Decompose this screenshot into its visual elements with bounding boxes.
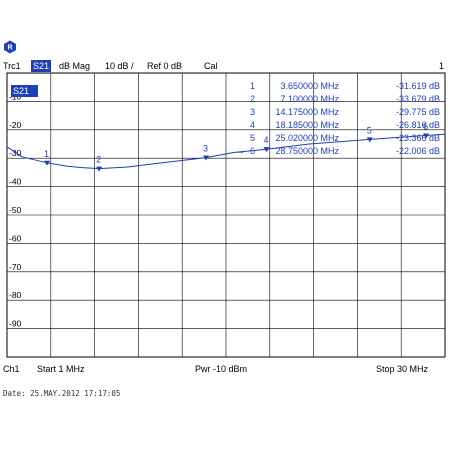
start-frequency[interactable]: Start 1 MHz: [37, 364, 85, 374]
active-marker-indicator: →: [236, 146, 245, 156]
y-tick-label: -30: [9, 148, 22, 158]
marker-table-freq[interactable]: 14.175000 MHz: [275, 107, 339, 117]
scale-label[interactable]: 10 dB /: [105, 61, 134, 71]
y-tick-label: -70: [9, 262, 22, 272]
stop-frequency[interactable]: Stop 30 MHz: [376, 364, 429, 374]
marker-table: 1 3.650000 MHz -31.619 dB 2 7.100000 MHz -33.…: [236, 81, 440, 156]
marker-table-freq[interactable]: 7.100000 MHz: [280, 94, 339, 104]
marker-5-icon[interactable]: [366, 137, 373, 143]
marker-table-freq[interactable]: 3.650000 MHz: [280, 81, 339, 91]
power-label[interactable]: Pwr -10 dBm: [195, 364, 248, 374]
marker-1-icon[interactable]: [44, 160, 51, 166]
date-line: Date: 25.MAY.2012 17:17:05: [3, 389, 121, 398]
grid: [6, 72, 446, 358]
trace-tag[interactable]: S21: [11, 85, 38, 97]
marker-table-label[interactable]: 2: [250, 94, 255, 104]
marker-2-label: 2: [96, 155, 101, 165]
marker-table-value: -22.006 dB: [396, 146, 440, 156]
svg-text:R: R: [7, 45, 12, 52]
marker-table-value: -33.679 dB: [396, 94, 440, 104]
y-tick-label: -20: [9, 120, 22, 130]
reference-label[interactable]: Ref 0 dB: [147, 61, 183, 71]
y-tick-label: -80: [9, 290, 22, 300]
marker-table-label[interactable]: 6: [250, 146, 255, 156]
marker-6-icon[interactable]: [423, 133, 430, 139]
marker-6-label: 6: [423, 121, 428, 131]
marker-4-label: 4: [264, 135, 269, 145]
marker-4-icon[interactable]: [263, 147, 270, 153]
marker-table-value: -23.366 dB: [396, 133, 440, 143]
marker-3-label: 3: [203, 144, 208, 154]
measurement-label[interactable]: S21: [31, 60, 52, 72]
marker-table-freq[interactable]: 25.020000 MHz: [275, 133, 339, 143]
y-tick-label: -60: [9, 233, 22, 243]
trace-label[interactable]: Trc1: [3, 61, 21, 71]
marker-table-value: -31.619 dB: [396, 81, 440, 91]
marker-table-label[interactable]: 1: [250, 81, 255, 91]
marker-5-label: 5: [367, 125, 372, 135]
marker-2-icon[interactable]: [96, 166, 103, 172]
channel-number: 1: [438, 61, 444, 71]
channel-label[interactable]: Ch1: [3, 364, 20, 374]
cal-label[interactable]: Cal: [204, 61, 218, 71]
y-tick-labels: -10-20-30-40-50-60-70-80-90: [9, 91, 22, 328]
marker-table-label[interactable]: 3: [250, 107, 255, 117]
marker-table-label[interactable]: 4: [250, 120, 255, 130]
y-tick-label: -50: [9, 205, 22, 215]
format-label[interactable]: dB Mag: [59, 61, 91, 71]
marker-table-label[interactable]: 5: [250, 133, 255, 143]
marker-1-label: 1: [44, 149, 49, 159]
marker-table-value: -29.775 dB: [396, 107, 440, 117]
y-tick-label: -90: [9, 319, 22, 329]
y-tick-label: -40: [9, 177, 22, 187]
marker-table-freq[interactable]: 18.185000 MHz: [275, 120, 339, 130]
rohde-schwarz-logo-icon: R: [4, 40, 16, 54]
marker-table-value: -26.816 dB: [396, 120, 440, 130]
marker-table-freq[interactable]: 28.750000 MHz: [275, 146, 339, 156]
marker-3-icon[interactable]: [202, 155, 209, 161]
